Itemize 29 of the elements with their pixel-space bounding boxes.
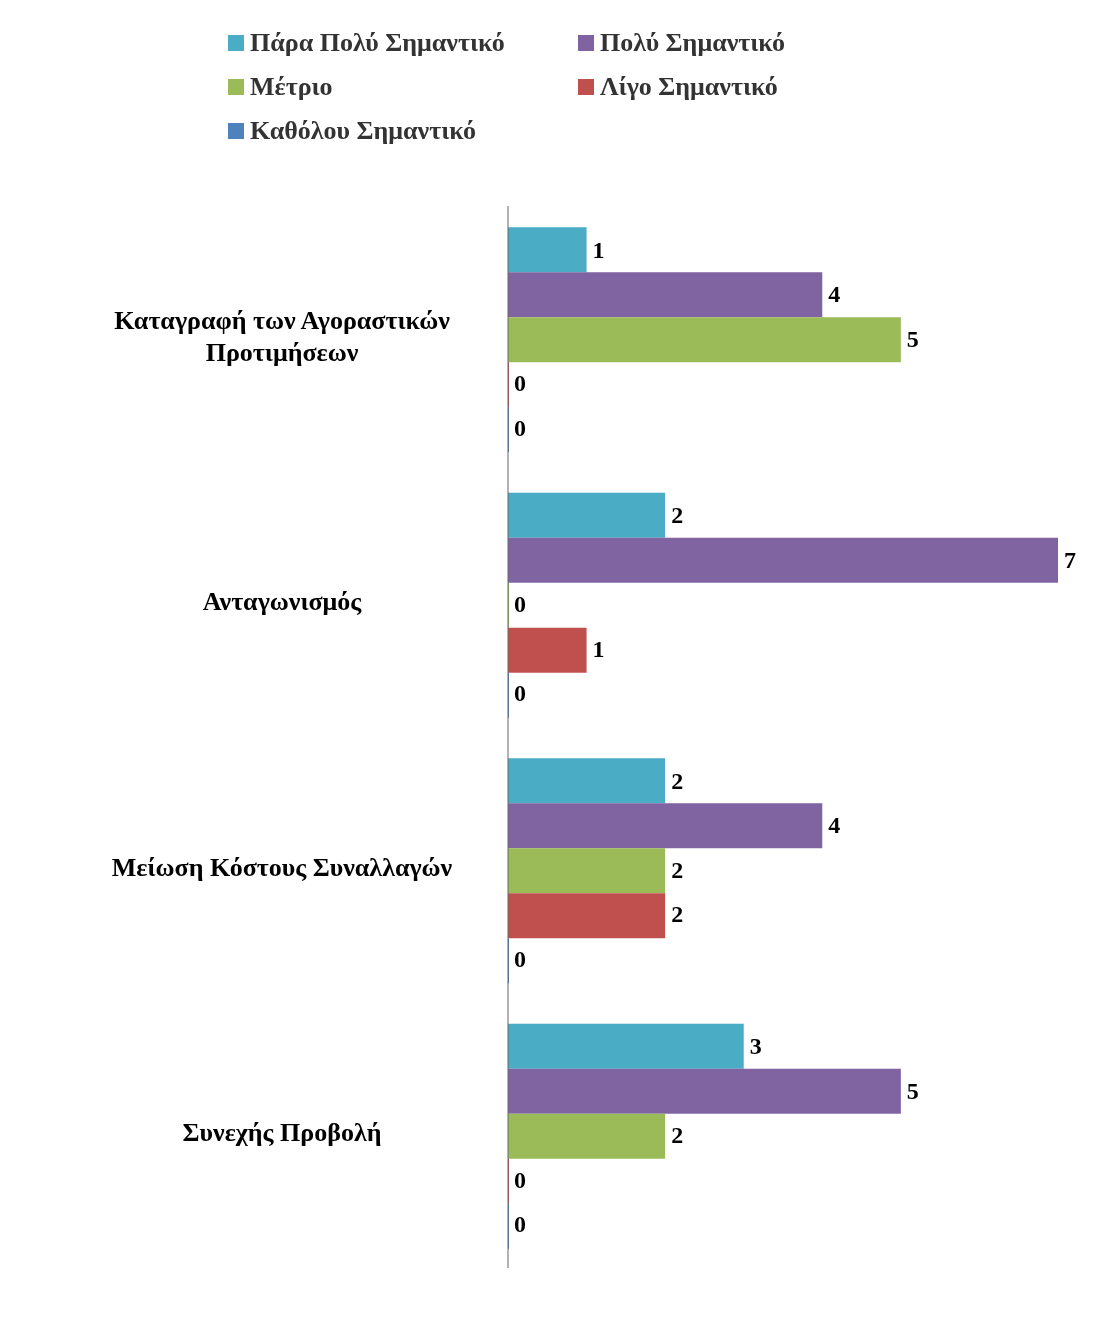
legend-label: Καθόλου Σημαντικό	[250, 116, 476, 146]
data-label: 4	[828, 812, 841, 839]
legend-label: Πολύ Σημαντικό	[600, 28, 785, 58]
y-tick-label: Καταγραφή των Αγοραστικών Προτιμήσεων	[114, 305, 451, 367]
data-label: 2	[671, 767, 684, 794]
data-label: 0	[514, 1211, 526, 1238]
data-label: 3	[749, 1033, 762, 1060]
data-label: 1	[592, 635, 605, 662]
y-tick-label: Συνεχής Προβολή	[182, 1118, 382, 1148]
legend-label: Πάρα Πολύ Σημαντικό	[250, 28, 505, 58]
legend-label: Λίγο Σημαντικό	[600, 72, 778, 102]
data-label: 0	[514, 370, 526, 397]
data-label: 0	[514, 680, 526, 707]
data-label: 1	[592, 236, 605, 263]
data-label: 0	[514, 1166, 526, 1193]
data-label: 5	[906, 1077, 919, 1104]
data-label: 2	[671, 856, 684, 883]
data-label: 0	[514, 414, 526, 441]
y-tick-label: Ανταγωνισμός	[202, 587, 363, 617]
legend-label: Μέτριο	[250, 72, 333, 102]
data-label: 2	[671, 502, 684, 529]
data-label: 4	[828, 281, 841, 308]
data-label: 0	[514, 591, 526, 618]
data-label: 2	[671, 1122, 684, 1149]
y-tick-label: Μείωση Κόστους Συναλλαγών	[111, 852, 453, 882]
data-label: 5	[906, 325, 919, 352]
data-label: 2	[671, 901, 684, 928]
data-label: 7	[1064, 546, 1076, 573]
data-label: 0	[514, 945, 526, 972]
